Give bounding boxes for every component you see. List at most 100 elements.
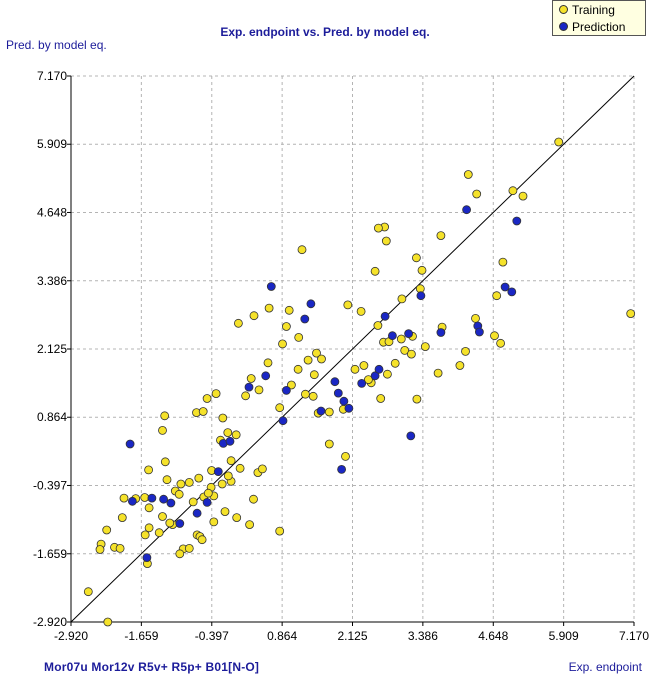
identity-line	[70, 75, 635, 623]
training-point	[176, 479, 186, 489]
training-point	[246, 374, 256, 383]
training-point	[158, 512, 167, 521]
training-point	[400, 345, 410, 355]
training-point	[359, 361, 369, 370]
training-point	[286, 380, 296, 390]
y-tick-label: -1.659	[33, 547, 67, 561]
training-point	[158, 425, 167, 435]
training-point	[356, 306, 366, 316]
training-point	[472, 189, 482, 199]
prediction-point	[404, 329, 414, 339]
x-tick-label: 2.125	[337, 629, 367, 643]
x-tick-label: 4.648	[478, 629, 508, 643]
training-point	[223, 428, 233, 438]
identity-line-path	[70, 75, 635, 623]
y-tick-label: 0.864	[37, 410, 67, 424]
training-point	[264, 303, 274, 313]
y-tick-label: -0.397	[33, 478, 67, 492]
training-point	[175, 549, 185, 559]
training-point	[233, 318, 243, 328]
training-point	[174, 489, 184, 499]
training-point	[436, 231, 446, 241]
training-point	[275, 403, 285, 413]
training-point	[406, 349, 416, 359]
training-point	[254, 385, 264, 395]
prediction-point	[387, 331, 397, 341]
training-point	[218, 413, 228, 423]
prediction-point	[202, 497, 212, 507]
y-tick-label: 5.909	[37, 137, 67, 151]
training-point	[102, 525, 112, 535]
training-point	[341, 451, 350, 461]
training-point	[165, 518, 175, 528]
descriptor-list: Mor07u Mor12v R5v+ R5p+ B01[N-O]	[44, 660, 260, 674]
training-point	[249, 311, 259, 321]
training-point	[373, 223, 383, 233]
training-point	[241, 391, 251, 401]
training-point	[455, 361, 465, 370]
prediction-point	[507, 287, 517, 297]
training-point	[294, 332, 304, 342]
training-point	[284, 305, 294, 315]
training-point	[293, 364, 303, 374]
training-point	[144, 523, 154, 533]
prediction-point	[266, 282, 276, 291]
x-tick-label: -0.397	[195, 629, 229, 643]
prediction-point	[306, 299, 316, 309]
training-point	[300, 389, 310, 399]
y-tick-label: 7.170	[37, 69, 67, 83]
x-tick-label: 3.386	[408, 629, 438, 643]
training-point	[103, 617, 113, 627]
prediction-point	[333, 388, 343, 398]
prediction-point	[166, 498, 176, 508]
training-point	[249, 494, 258, 504]
training-point	[117, 513, 127, 522]
training-point	[275, 526, 285, 536]
prediction-point	[436, 328, 446, 337]
training-point	[370, 266, 380, 276]
training-point	[376, 394, 386, 403]
prediction-point	[512, 216, 522, 226]
training-point	[144, 465, 154, 475]
training-point	[203, 488, 213, 498]
prediction-point	[244, 382, 254, 392]
training-point	[220, 507, 230, 517]
training-point	[412, 394, 422, 404]
legend-label-training: Training	[572, 2, 615, 17]
prediction-point	[147, 493, 157, 503]
training-point	[397, 294, 407, 304]
prediction-point	[175, 519, 185, 528]
training-point	[471, 313, 480, 323]
training-point	[498, 257, 508, 267]
training-point	[463, 170, 473, 179]
training-point	[433, 368, 443, 378]
training-point	[297, 245, 307, 255]
training-point	[162, 475, 172, 485]
legend: Training Prediction	[552, 0, 646, 36]
prediction-point	[225, 436, 235, 446]
training-point	[194, 473, 204, 483]
x-tick-label: 5.909	[549, 629, 579, 643]
training-point	[160, 411, 170, 421]
prediction-point	[142, 553, 152, 562]
prediction-point	[316, 406, 326, 416]
prediction-point	[261, 371, 271, 381]
training-point	[232, 513, 242, 522]
training-point	[184, 477, 194, 487]
training-point	[417, 265, 427, 275]
training-point	[211, 389, 221, 399]
training-point	[202, 394, 212, 403]
legend-item-training: Training	[553, 1, 645, 18]
training-point	[83, 587, 93, 597]
prediction-point	[474, 327, 484, 337]
y-axis-label: Pred. by model eq.	[6, 38, 107, 52]
training-point	[257, 464, 267, 474]
training-point	[245, 520, 255, 529]
prediction-point	[370, 371, 380, 381]
training-point	[140, 530, 150, 540]
training-point	[217, 479, 227, 489]
training-point	[312, 348, 321, 358]
training-point	[363, 375, 373, 385]
prediction-point	[159, 494, 169, 504]
